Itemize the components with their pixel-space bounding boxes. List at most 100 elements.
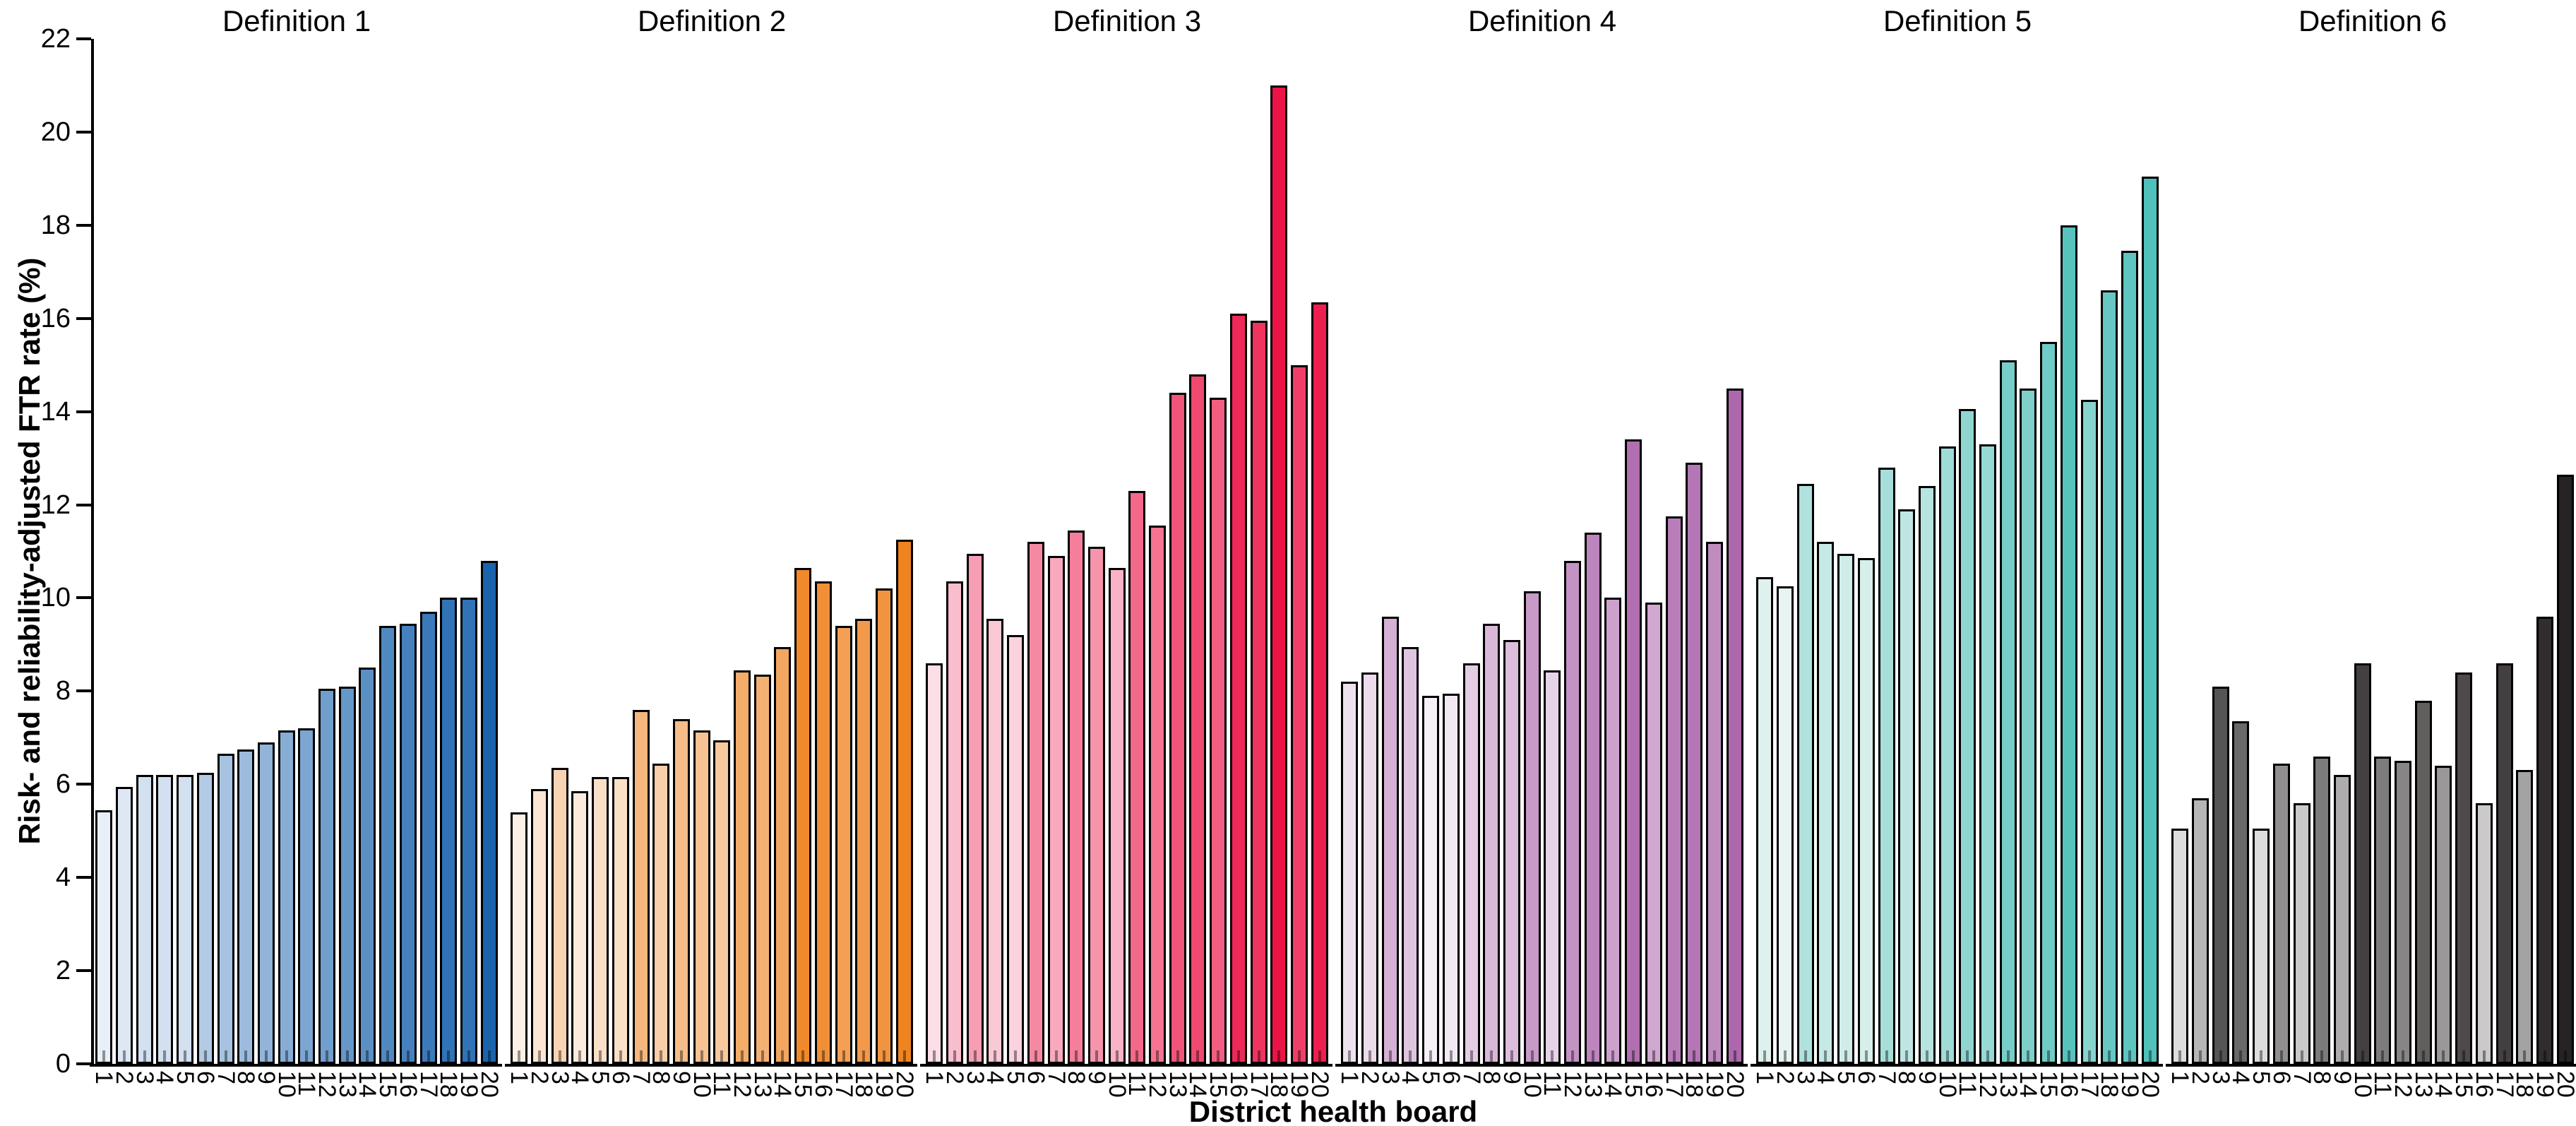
bar-base-tick <box>1095 1050 1098 1062</box>
y-axis-tick-label: 12 <box>40 490 71 520</box>
bar <box>2101 290 2118 1064</box>
bar-base-tick <box>1652 1050 1655 1062</box>
bar <box>177 775 194 1064</box>
bar-base-tick <box>1510 1050 1513 1062</box>
bar <box>1837 553 1855 1064</box>
x-axis-bar-label: 20 <box>475 1071 503 1098</box>
y-axis-tick-label: 22 <box>40 24 71 54</box>
bar-base-tick <box>994 1050 997 1062</box>
y-axis-tick-label: 18 <box>40 210 71 240</box>
bar-base-tick <box>1054 1050 1058 1062</box>
bar <box>1462 663 1480 1064</box>
bar <box>2395 761 2412 1064</box>
y-axis-tick <box>76 223 91 227</box>
bar-base-tick <box>2087 1050 2091 1062</box>
bar <box>156 775 174 1064</box>
bar <box>2141 176 2159 1064</box>
bar <box>612 777 629 1064</box>
bar <box>217 754 234 1064</box>
bar-base-tick <box>285 1050 288 1062</box>
y-axis-tick-label: 20 <box>40 117 71 147</box>
bar <box>1068 530 1085 1064</box>
bar <box>1564 560 1582 1064</box>
bar-base-tick <box>2442 1050 2445 1062</box>
bar <box>2313 756 2331 1064</box>
bar <box>1857 558 1875 1064</box>
bar <box>2040 341 2058 1064</box>
bar <box>1047 556 1065 1064</box>
bar <box>2272 763 2290 1064</box>
bar-base-tick <box>487 1050 491 1062</box>
y-axis-line <box>91 39 94 1067</box>
bar-base-tick <box>1530 1050 1534 1062</box>
bar <box>551 768 568 1064</box>
bar-base-tick <box>1733 1050 1736 1062</box>
bar <box>2496 663 2513 1064</box>
bar-base-tick <box>2462 1050 2466 1062</box>
bar-base-tick <box>599 1050 602 1062</box>
bar-base-tick <box>720 1050 724 1062</box>
bar-base-tick <box>1075 1050 1078 1062</box>
y-axis-tick <box>76 783 91 786</box>
bar-base-tick <box>1591 1050 1594 1062</box>
bar-base-tick <box>163 1050 167 1062</box>
bar <box>1918 486 1936 1064</box>
bar-base-tick <box>2067 1050 2070 1062</box>
bar-base-tick <box>882 1050 886 1062</box>
bar <box>1311 302 1328 1064</box>
bar <box>440 598 458 1064</box>
panel-title: Definition 1 <box>222 4 371 37</box>
bar <box>1726 388 1743 1064</box>
x-axis-baseline <box>1751 1064 2163 1067</box>
bar <box>1523 591 1541 1064</box>
bar-base-tick <box>1409 1050 1412 1062</box>
x-axis-baseline <box>505 1064 917 1067</box>
bar <box>1422 695 1440 1064</box>
bar <box>379 626 397 1064</box>
y-axis-tick <box>76 37 91 40</box>
bar <box>1087 546 1105 1064</box>
bar-base-tick <box>406 1050 410 1062</box>
bar-base-tick <box>2178 1050 2182 1062</box>
bar-base-tick <box>1571 1050 1575 1062</box>
y-axis-tick <box>76 689 91 693</box>
bar-base-tick <box>1966 1050 1969 1062</box>
bar-base-tick <box>933 1050 936 1062</box>
bar <box>318 689 336 1064</box>
bar-base-tick <box>345 1050 349 1062</box>
bar-base-tick <box>1135 1050 1139 1062</box>
bar-base-tick <box>1490 1050 1493 1062</box>
bar-base-tick <box>2563 1050 2567 1062</box>
bar <box>835 626 852 1064</box>
bar <box>1665 516 1683 1064</box>
y-axis-tick <box>76 1062 91 1065</box>
bar-base-tick <box>2239 1050 2243 1062</box>
bar-base-tick <box>2260 1050 2263 1062</box>
bar <box>794 567 812 1064</box>
bar-base-tick <box>1945 1050 1949 1062</box>
bar-base-tick <box>2340 1050 2344 1062</box>
bar-base-tick <box>1348 1050 1352 1062</box>
bar-base-tick <box>1388 1050 1392 1062</box>
bar <box>1584 533 1602 1064</box>
bar <box>1189 374 1207 1064</box>
y-axis-tick <box>76 130 91 134</box>
bar-base-tick <box>1217 1050 1220 1062</box>
bar-base-tick <box>1115 1050 1119 1062</box>
x-axis-baseline <box>920 1064 1332 1067</box>
bar <box>1229 314 1247 1064</box>
panel-title: Definition 2 <box>637 4 787 37</box>
bar <box>1777 586 1794 1064</box>
bar-base-tick <box>1318 1050 1321 1062</box>
bar <box>2020 388 2037 1064</box>
bar-base-tick <box>366 1050 369 1062</box>
bar-base-tick <box>2381 1050 2385 1062</box>
bar-base-tick <box>2402 1050 2405 1062</box>
bar-base-tick <box>203 1050 207 1062</box>
bar-base-tick <box>427 1050 430 1062</box>
bar-base-tick <box>1156 1050 1159 1062</box>
bar <box>338 686 356 1064</box>
bar <box>298 728 316 1064</box>
bar-base-tick <box>1885 1050 1888 1062</box>
bar-base-tick <box>2421 1050 2425 1062</box>
